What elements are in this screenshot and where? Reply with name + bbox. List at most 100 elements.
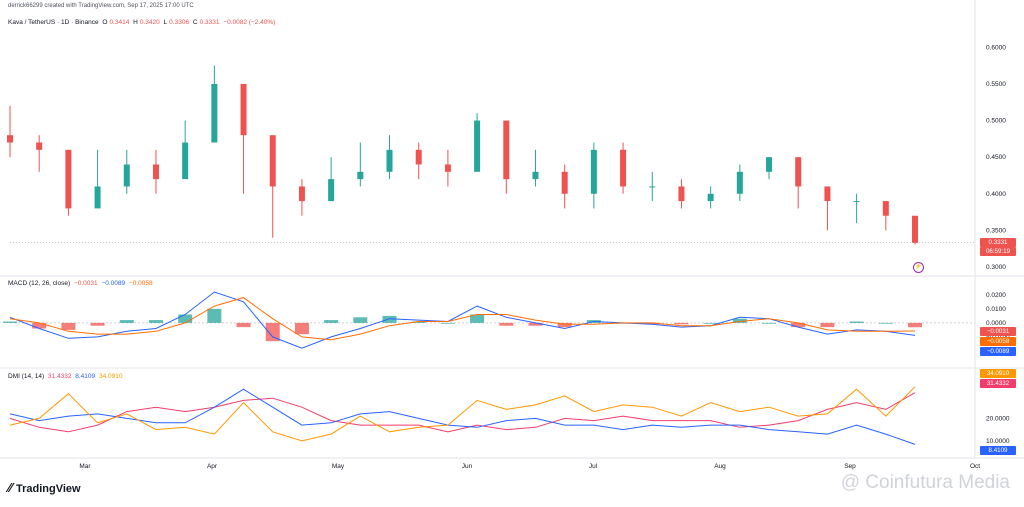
macd-histogram-bar: [382, 315, 397, 323]
macd-histogram-bar: [674, 322, 689, 325]
candle-body: [357, 171, 364, 180]
candle-body: [328, 179, 335, 202]
created-by-label: derrick66299 created with TradingView.co…: [8, 3, 194, 9]
month-tick-label: Aug: [714, 463, 726, 470]
adx-value: 34.0910: [98, 373, 123, 380]
macd-signal-tag: −0.0058: [980, 337, 1016, 346]
candle-body: [532, 171, 539, 180]
tradingview-logo: ⁄⁄ TradingView: [8, 480, 81, 495]
candle-body: [444, 164, 451, 172]
macd-histogram-bar: [236, 322, 251, 328]
macd-histogram-bar: [791, 322, 806, 328]
macd-histogram-bar: [908, 322, 922, 328]
price-tick-label: 0.5000: [986, 118, 1006, 125]
macd-histogram-bar: [178, 314, 193, 323]
month-tick-label: Mar: [79, 463, 91, 470]
adx-tag: 34.0910: [980, 369, 1016, 378]
close-label: C: [192, 19, 198, 26]
candle-body: [94, 186, 101, 209]
change-value: −0.0082 (−2.40%): [223, 19, 276, 26]
macd-signal-value: −0.0058: [128, 280, 153, 287]
low-value: 0.3306: [169, 19, 190, 26]
candle-body: [269, 135, 276, 187]
dmi-tick-label: 20.0000: [986, 415, 1010, 422]
price-tick-label: 0.3500: [986, 227, 1006, 234]
macd-histogram-bar: [294, 322, 309, 335]
close-value: 0.3331: [199, 19, 220, 26]
candle-body: [182, 142, 189, 180]
candle-body: [474, 120, 481, 172]
macd-histogram-bar: [90, 322, 105, 326]
macd-histogram-bar: [207, 308, 222, 323]
macd-histogram-bar: [61, 322, 76, 330]
symbol-title: Kava / TetherUS · 1D · Binance: [8, 19, 99, 26]
minus-di-tag: 8.4109: [980, 446, 1016, 455]
dmi-tick-label: 10.0000: [986, 438, 1010, 445]
month-tick-label: Jun: [462, 463, 473, 470]
macd-histogram-bar: [353, 317, 368, 323]
candle-body: [503, 120, 510, 180]
macd-histogram-bar: [849, 321, 864, 323]
low-label: L: [163, 19, 168, 26]
macd-histogram-bar: [3, 321, 17, 323]
macd-tick-label: 0.0000: [986, 320, 1006, 327]
macd-line-tag: −0.0089: [980, 347, 1016, 356]
dmi-title: DMI (14, 14): [8, 373, 45, 380]
dmi-legend: DMI (14, 14) 31.4332 8.4109 34.0910: [8, 373, 124, 380]
macd-histogram-bar: [265, 322, 280, 342]
lightning-icon[interactable]: ⚡: [913, 262, 924, 273]
macd-histogram-bar: [645, 322, 660, 325]
last-price-tag: 0.3331: [980, 238, 1016, 247]
minus-di-line: [9, 388, 916, 445]
macd-signal-line: [9, 297, 916, 341]
candle-body: [853, 201, 860, 203]
macd-histogram-bar: [324, 320, 339, 323]
adx-line: [9, 386, 916, 442]
macd-histogram-bar: [470, 314, 485, 323]
macd-line: [9, 291, 916, 349]
candle-body: [123, 164, 130, 187]
price-tick-label: 0.3000: [986, 264, 1006, 271]
month-tick-label: Jul: [589, 463, 598, 470]
macd-title: MACD (12, 26, close): [8, 280, 71, 287]
month-tick-label: Oct: [970, 463, 980, 470]
macd-histogram-bar: [411, 321, 426, 323]
macd-histogram-bar: [557, 322, 572, 328]
macd-histogram-bar: [732, 318, 747, 323]
macd-hist-value: −0.0031: [73, 280, 98, 287]
high-label: H: [133, 19, 138, 26]
candle-body: [795, 157, 802, 187]
candle-body: [707, 193, 714, 202]
macd-histogram-bar: [499, 322, 514, 326]
macd-histogram-bar: [148, 320, 163, 323]
symbol-legend: Kava / TetherUS · 1D · Binance O 0.3414 H…: [8, 19, 277, 26]
macd-histogram-bar: [820, 322, 835, 328]
macd-tick-label: 0.0200: [986, 292, 1006, 299]
macd-hist-tag: −0.0031: [980, 327, 1016, 336]
month-tick-label: Sep: [844, 463, 856, 470]
candle-body: [152, 164, 159, 180]
candle-body: [211, 83, 218, 143]
macd-legend: MACD (12, 26, close) −0.0031 −0.0089 −0.…: [8, 280, 155, 287]
candle-body: [240, 83, 247, 136]
candle-body: [649, 186, 656, 188]
macd-histogram-bar: [703, 322, 718, 324]
macd-line-value: −0.0089: [101, 280, 126, 287]
macd-histogram-bar: [440, 322, 455, 324]
macd-histogram-bar: [119, 320, 134, 323]
plus-di-value: 31.4332: [47, 373, 72, 380]
candle-body: [561, 171, 568, 194]
price-tick-label: 0.6000: [986, 44, 1006, 51]
plus-di-line: [9, 392, 916, 433]
high-value: 0.3420: [139, 19, 160, 26]
candle-body: [36, 142, 43, 150]
candle-body: [736, 171, 743, 194]
open-label: O: [102, 19, 108, 26]
macd-histogram-bar: [878, 322, 893, 324]
candle-body: [7, 135, 13, 143]
month-tick-label: Apr: [207, 463, 218, 470]
plus-di-tag: 31.4332: [980, 379, 1016, 388]
price-tick-label: 0.4000: [986, 191, 1006, 198]
candle-body: [590, 149, 597, 194]
